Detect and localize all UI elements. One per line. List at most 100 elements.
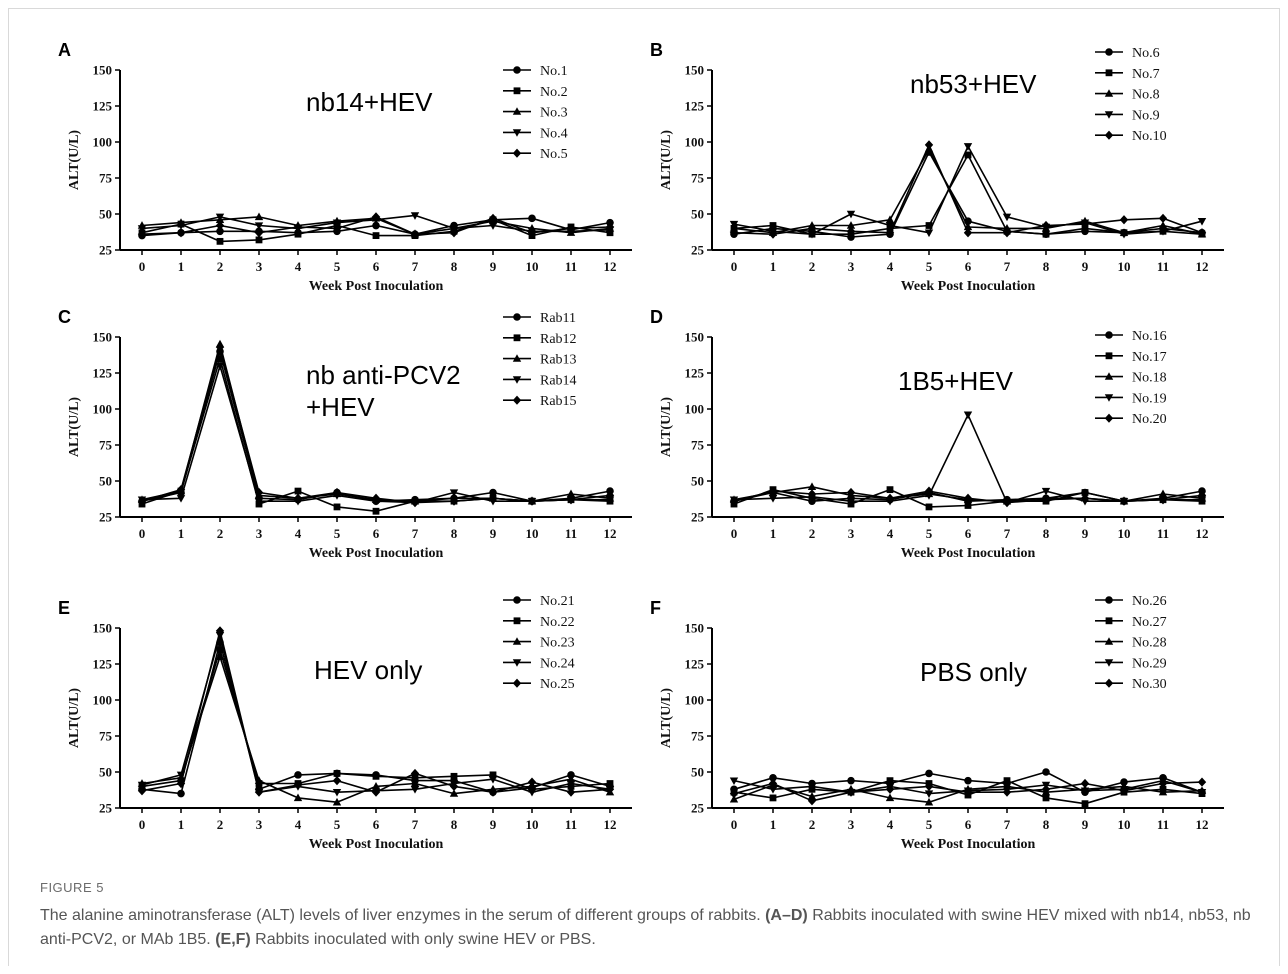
data-point (372, 232, 380, 239)
x-tick-label: 5 (926, 259, 933, 274)
x-tick-label: 8 (451, 526, 458, 541)
data-point (605, 496, 615, 505)
data-point (332, 797, 342, 806)
legend-marker (512, 107, 522, 115)
data-point (1197, 490, 1207, 500)
data-point (605, 222, 615, 232)
x-tick-label: 5 (334, 817, 341, 832)
data-point (846, 787, 856, 797)
x-tick-label: 1 (178, 259, 185, 274)
legend-marker (513, 334, 521, 342)
data-point (964, 776, 972, 785)
data-point (807, 482, 817, 490)
legend-marker (1104, 111, 1114, 119)
data-point (847, 776, 855, 785)
y-tick-label: 150 (685, 330, 705, 345)
data-point (807, 230, 817, 239)
x-tick-label: 4 (295, 526, 302, 541)
data-point (885, 793, 895, 802)
data-point (924, 486, 934, 496)
data-point (1119, 230, 1129, 239)
y-axis-title: ALT(U/L) (659, 688, 674, 749)
y-axis-title: ALT(U/L) (67, 130, 82, 191)
chart-title: HEV only (314, 655, 423, 685)
x-tick-label: 2 (809, 526, 816, 541)
data-point (410, 786, 420, 794)
legend-label: Rab15 (540, 394, 577, 409)
x-tick-label: 2 (217, 526, 224, 541)
data-point (254, 212, 264, 221)
data-point (293, 493, 303, 503)
legend-marker (1105, 48, 1113, 56)
data-point (293, 780, 303, 790)
x-tick-label: 12 (1196, 259, 1209, 274)
x-tick-label: 7 (412, 259, 419, 274)
x-axis-title: Week Post Inoculation (309, 546, 444, 561)
data-point (924, 797, 934, 806)
x-tick-label: 6 (373, 817, 380, 832)
legend-label: Rab11 (540, 311, 576, 326)
data-point (215, 652, 225, 660)
data-point (294, 487, 302, 495)
data-point (1158, 228, 1168, 236)
data-point (846, 221, 856, 229)
data-point (1002, 224, 1012, 232)
x-tick-label: 5 (334, 526, 341, 541)
data-point (1158, 495, 1168, 505)
data-point (729, 220, 739, 229)
data-point (1002, 498, 1012, 508)
legend-marker (1104, 413, 1114, 423)
y-tick-label: 125 (93, 366, 113, 381)
data-point (215, 362, 225, 371)
x-tick-label: 7 (1004, 526, 1011, 541)
legend-marker (1104, 89, 1114, 97)
legend-marker (1105, 69, 1113, 77)
series-line (141, 343, 611, 502)
y-axis-title: ALT(U/L) (67, 397, 82, 458)
data-point (1080, 778, 1090, 789)
legend-label: No.29 (1132, 656, 1167, 671)
data-point (925, 769, 933, 778)
data-point (886, 777, 894, 785)
data-point (729, 789, 739, 799)
data-point (215, 220, 225, 231)
data-point (1197, 228, 1207, 238)
data-point (1119, 786, 1129, 796)
data-point (527, 777, 537, 787)
legend-marker (513, 617, 521, 625)
data-point (410, 768, 420, 779)
data-point (1041, 784, 1051, 794)
y-tick-label: 50 (99, 765, 112, 780)
y-tick-label: 75 (691, 729, 705, 744)
legend-marker (513, 87, 521, 95)
data-point (410, 779, 420, 787)
legend-label: No.6 (1132, 46, 1160, 61)
data-point (846, 497, 856, 506)
data-point (566, 787, 576, 797)
data-point (332, 776, 342, 786)
data-point (729, 794, 739, 803)
data-point (293, 793, 303, 802)
data-point (566, 495, 576, 505)
x-axis-title: Week Post Inoculation (309, 837, 444, 852)
panel-letter: C (58, 307, 71, 327)
x-tick-label: 5 (926, 526, 933, 541)
data-point (449, 489, 459, 497)
legend-label: No.5 (540, 147, 568, 162)
y-tick-label: 100 (685, 693, 705, 708)
x-tick-label: 11 (565, 259, 577, 274)
x-tick-label: 9 (1082, 259, 1089, 274)
data-point (332, 788, 342, 797)
y-tick-label: 50 (99, 474, 112, 489)
x-tick-label: 1 (178, 817, 185, 832)
data-point (885, 215, 895, 223)
x-tick-label: 5 (926, 817, 933, 832)
data-point (410, 229, 420, 239)
data-point (925, 222, 933, 229)
x-tick-label: 7 (412, 817, 419, 832)
y-tick-label: 50 (99, 207, 112, 222)
y-tick-label: 100 (93, 135, 113, 150)
